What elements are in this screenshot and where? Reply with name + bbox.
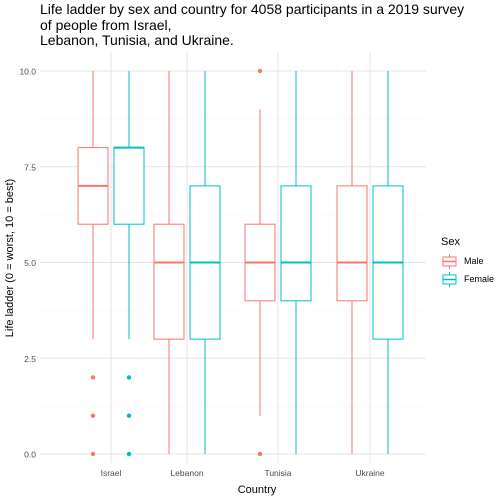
- box-female-israel: [113, 147, 145, 225]
- y-tick-label: 5.0: [24, 258, 36, 268]
- y-tick-label: 7.5: [24, 162, 36, 172]
- outlier-female-israel: [126, 375, 132, 380]
- x-tick-label: Tunisia: [264, 468, 291, 478]
- outlier-male-israel: [90, 451, 96, 457]
- outlier-male-israel: [90, 375, 96, 380]
- legend-key-female: [442, 271, 457, 287]
- outlier-male-tunisia: [257, 451, 263, 457]
- box-female-tunisia: [280, 185, 312, 302]
- x-tick-label: Lebanon: [170, 468, 203, 478]
- box-male-ukraine: [336, 185, 368, 302]
- legend-item-female: Female: [441, 270, 494, 288]
- legend-label-male: Male: [464, 256, 484, 266]
- x-tick-label: Israel: [101, 468, 122, 478]
- legend-label-female: Female: [464, 274, 495, 284]
- x-axis-title: Country: [237, 484, 277, 496]
- outlier-male-tunisia: [257, 68, 263, 74]
- x-tick-label: Ukraine: [355, 468, 385, 478]
- legend: Sex Male Female: [441, 236, 494, 288]
- box-male-lebanon: [153, 223, 185, 340]
- y-axis-title: Life ladder (0 = worst, 10 = best): [4, 178, 16, 338]
- legend-item-male: Male: [441, 252, 494, 270]
- y-tick-label: 0.0: [24, 450, 36, 460]
- outlier-female-israel: [126, 413, 132, 418]
- chart-title: Life ladder by sex and country for 4058 …: [40, 1, 465, 48]
- legend-title: Sex: [441, 236, 460, 248]
- outlier-female-israel: [126, 451, 132, 457]
- outlier-male-israel: [90, 413, 96, 418]
- y-tick-label: 2.5: [24, 354, 36, 364]
- y-tick-label: 10.0: [19, 67, 36, 77]
- legend-key-male: [442, 253, 457, 269]
